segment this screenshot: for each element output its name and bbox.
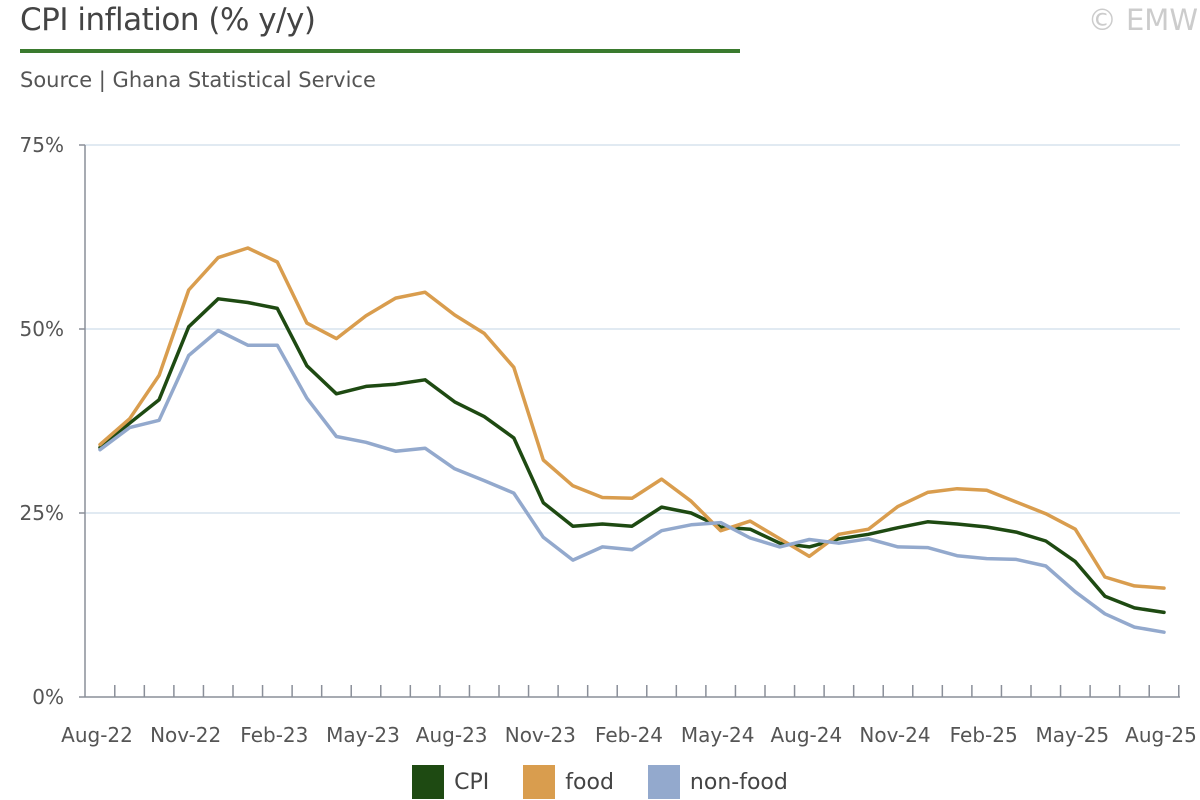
y-tick-label: 25%: [20, 501, 64, 525]
legend-item-non-food[interactable]: non-food: [647, 765, 788, 799]
x-tick-label: May-24: [681, 723, 755, 747]
x-tick-label: Aug-22: [61, 723, 133, 747]
x-tick-label: May-23: [326, 723, 400, 747]
chart-title: CPI inflation (% y/y): [20, 2, 316, 38]
x-tick-label: Nov-24: [859, 723, 930, 747]
x-tick-label: Nov-23: [505, 723, 576, 747]
legend-swatch-food: [523, 765, 556, 799]
legend-swatch-cpi: [412, 765, 445, 799]
x-tick-label: Feb-24: [595, 723, 663, 747]
x-tick-label: May-25: [1035, 723, 1109, 747]
x-tick-label: Nov-22: [150, 723, 221, 747]
x-tick-label: Feb-23: [240, 723, 308, 747]
legend-label-non-food: non-food: [689, 769, 788, 795]
copyright-notice: © EMW: [1087, 3, 1198, 37]
series-line-food: [98, 246, 1166, 590]
series-line-non-food: [98, 328, 1166, 634]
legend-label-food: food: [565, 769, 614, 795]
x-tick-label: Aug-24: [770, 723, 842, 747]
series-line-cpi: [98, 297, 1166, 615]
y-tick-label: 50%: [20, 317, 64, 341]
y-tick-label: 0%: [32, 685, 64, 709]
title-underline: [20, 49, 740, 53]
legend-item-cpi[interactable]: CPI: [412, 765, 489, 799]
legend-item-food[interactable]: food: [523, 765, 614, 799]
x-tick-label: Aug-23: [416, 723, 488, 747]
y-tick-label: 75%: [20, 133, 64, 157]
chart-legend: CPI food non-food: [0, 764, 1200, 800]
chart-subtitle: Source | Ghana Statistical Service: [20, 68, 376, 92]
x-tick-label: Feb-25: [950, 723, 1018, 747]
legend-swatch-non-food: [647, 765, 680, 799]
legend-label-cpi: CPI: [454, 769, 490, 795]
x-tick-label: Aug-25: [1125, 723, 1197, 747]
